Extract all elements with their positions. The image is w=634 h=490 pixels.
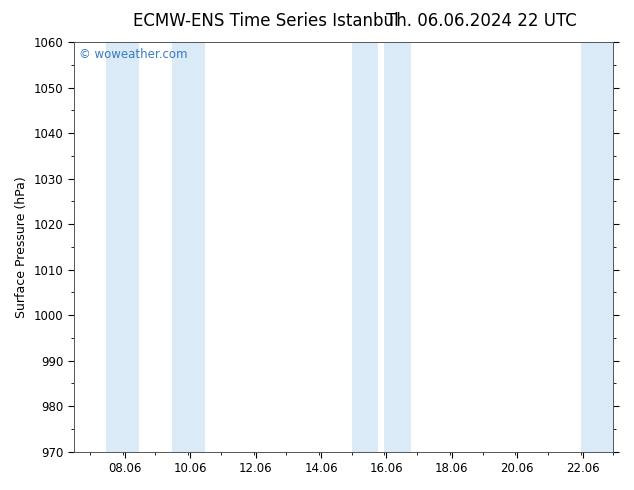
- Bar: [384, 42, 411, 452]
- Bar: [107, 42, 139, 452]
- Bar: [352, 42, 378, 452]
- Bar: [581, 42, 614, 452]
- Y-axis label: Surface Pressure (hPa): Surface Pressure (hPa): [15, 176, 28, 318]
- Bar: [172, 42, 205, 452]
- Text: Th. 06.06.2024 22 UTC: Th. 06.06.2024 22 UTC: [387, 12, 577, 30]
- Text: © woweather.com: © woweather.com: [79, 48, 188, 61]
- Text: ECMW-ENS Time Series Istanbul: ECMW-ENS Time Series Istanbul: [134, 12, 399, 30]
